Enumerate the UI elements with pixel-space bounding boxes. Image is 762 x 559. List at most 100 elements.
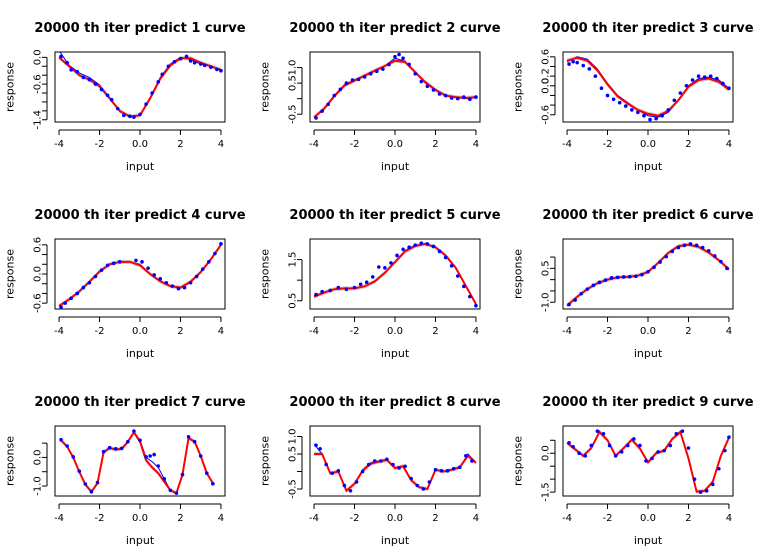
y-tick-label: 0.5 [288, 293, 299, 309]
observed-point [696, 74, 701, 78]
true-curve [566, 56, 730, 118]
observed-point [381, 67, 385, 71]
observed-point [348, 488, 353, 493]
observed-point [603, 278, 608, 282]
observed-point [207, 260, 211, 264]
observed-point [676, 245, 681, 250]
observed-point [664, 254, 669, 259]
observed-point [362, 75, 367, 79]
observed-point [668, 443, 673, 448]
x-tick-label: -2 [350, 513, 360, 524]
observed-point [704, 489, 709, 493]
y-tick-label: 0.0 [33, 449, 44, 465]
y-axis-label: response [512, 249, 525, 299]
observed-point [393, 54, 397, 59]
plot-frame [309, 238, 481, 310]
observed-point [579, 291, 584, 296]
observed-point [694, 243, 699, 248]
observed-point [567, 302, 571, 307]
observed-point [379, 459, 383, 463]
panel-title: 20000 th iter predict 8 curve [289, 395, 500, 410]
observed-point [383, 266, 387, 270]
observed-point [389, 261, 393, 265]
observed-point [152, 452, 156, 457]
y-tick-label: 0.2 [541, 68, 552, 84]
y-axis-label: response [4, 436, 17, 486]
observed-point [211, 481, 215, 486]
observed-point [204, 471, 209, 475]
plot-area [566, 429, 731, 494]
observed-point [464, 453, 468, 458]
observed-point [636, 110, 640, 115]
observed-point [146, 266, 150, 270]
observed-point [156, 464, 161, 468]
y-tick-label: 0.6 [33, 237, 44, 253]
observed-point [101, 449, 106, 454]
x-tick-label: -4 [562, 139, 572, 150]
observed-point [81, 285, 86, 290]
observed-point [575, 60, 579, 65]
observed-point [350, 78, 355, 82]
observed-point [710, 482, 715, 487]
observed-point [372, 459, 377, 463]
observed-point [219, 68, 223, 73]
observed-point [176, 286, 181, 291]
x-tick-label: -2 [95, 513, 105, 524]
panel-2: 20000 th iter predict 2 curve -4 -2 0.0 2 4 in… [259, 21, 501, 173]
observed-point [654, 116, 658, 121]
x-tick-label: 2 [177, 513, 183, 524]
observed-point [640, 272, 644, 277]
plot-area [313, 52, 478, 120]
observed-point [192, 439, 197, 444]
observed-point [356, 77, 361, 82]
observed-point [571, 444, 575, 449]
observed-point [692, 477, 697, 481]
x-axis-label: input [381, 534, 410, 547]
x-tick-label: -2 [350, 326, 360, 337]
panel-title: 20000 th iter predict 3 curve [542, 21, 753, 36]
y-tick-label: 0.5 [541, 260, 552, 276]
panel-title: 20000 th iter predict 9 curve [542, 395, 753, 410]
y-axis-label: response [4, 249, 17, 299]
observed-point [468, 97, 472, 102]
x-tick-label: -2 [603, 326, 613, 337]
observed-point [425, 242, 430, 246]
observed-point [686, 446, 691, 450]
x-tick-label: -4 [562, 513, 572, 524]
observed-point [65, 60, 69, 65]
observed-point [115, 106, 120, 111]
observed-point [113, 447, 118, 451]
observed-point [198, 454, 203, 458]
x-tick-label: 0.0 [640, 139, 656, 150]
observed-point [352, 285, 357, 290]
observed-point [128, 114, 132, 119]
observed-point [330, 471, 335, 476]
observed-point [59, 437, 63, 442]
observed-point [122, 113, 126, 118]
observed-point [188, 280, 193, 285]
observed-point [632, 437, 636, 441]
observed-point [336, 469, 341, 473]
observed-point [194, 274, 199, 279]
y-tick-label: 1.0 [288, 60, 299, 76]
observed-point [377, 265, 381, 269]
observed-point [431, 88, 436, 92]
observed-point [700, 245, 705, 250]
observed-point [354, 480, 359, 484]
y-tick-label: -0.6 [33, 293, 44, 313]
observed-point [425, 84, 430, 89]
observed-point [462, 284, 466, 289]
plot-area [58, 52, 223, 119]
plot-frame [54, 425, 226, 497]
observed-point [474, 303, 478, 308]
observed-point [415, 483, 420, 488]
panel-3: 20000 th iter predict 3 curve -4 -2 0.0 2 4 in… [512, 21, 754, 173]
x-tick-label: -4 [562, 326, 572, 337]
observed-point [409, 476, 413, 481]
observed-point [623, 104, 628, 108]
observed-point [567, 441, 571, 445]
observed-point [93, 82, 98, 86]
x-axis-label: input [634, 347, 663, 360]
observed-point [182, 285, 187, 290]
observed-point [431, 244, 436, 249]
